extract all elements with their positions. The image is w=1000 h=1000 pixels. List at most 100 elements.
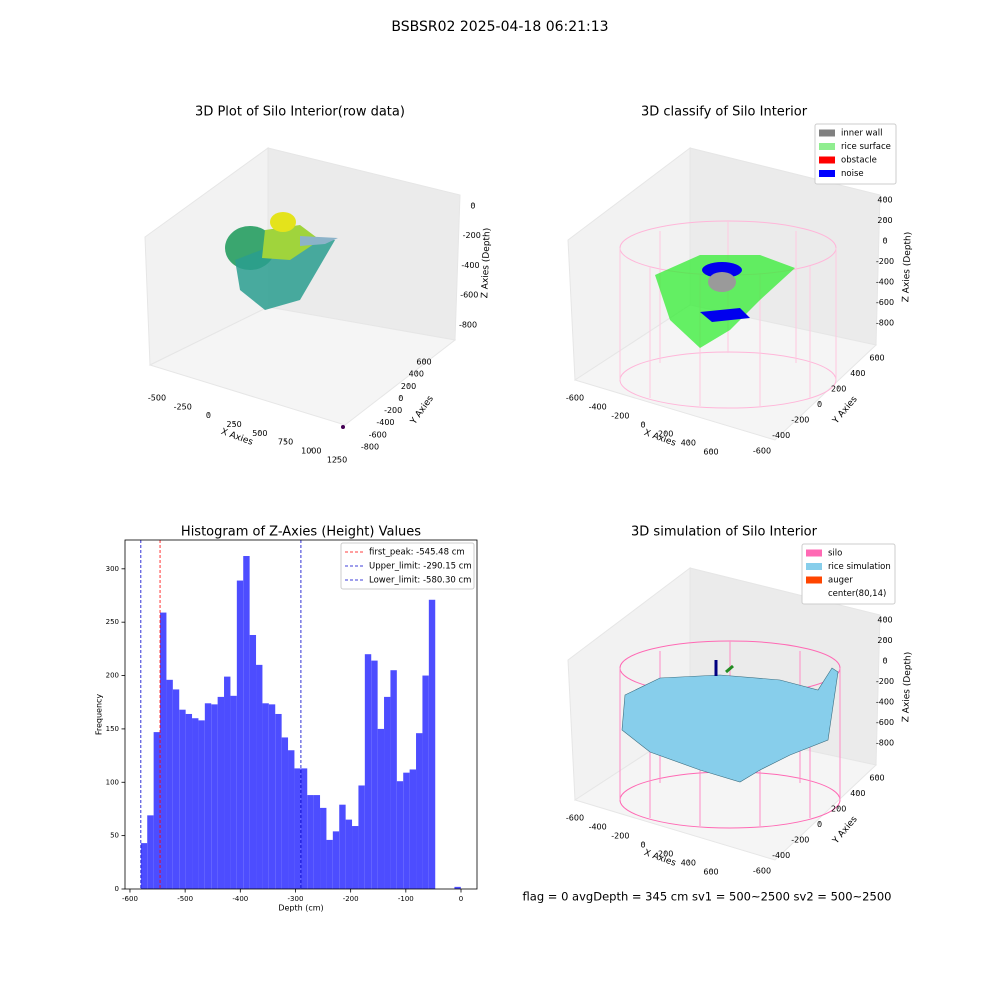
y-tick-label: -200	[384, 406, 402, 415]
bar	[230, 695, 237, 889]
legend-label: inner wall	[841, 129, 882, 139]
bar	[313, 795, 321, 889]
outlier-point	[341, 425, 345, 429]
legend-box	[340, 542, 475, 590]
cloud-region	[262, 225, 320, 260]
bar	[140, 843, 148, 889]
legend-label: rice surface	[841, 142, 891, 152]
y-tick-label: -200	[791, 835, 809, 844]
bar	[243, 556, 250, 889]
cloud-region	[270, 212, 296, 232]
bar	[300, 768, 308, 889]
legend-swatch	[806, 576, 822, 584]
bar	[403, 772, 410, 889]
y-tick-label: 400	[409, 370, 424, 379]
bar	[307, 795, 314, 889]
bar	[345, 819, 353, 889]
z-tick-label: -800	[876, 319, 894, 328]
axes-frame	[124, 539, 478, 890]
cloud-region	[655, 255, 795, 348]
z-tick-label: -200	[876, 257, 894, 266]
bar	[275, 713, 282, 889]
legend-label: Lower_limit: -580.30 cm	[369, 576, 471, 586]
y-tick-label: 400	[850, 369, 865, 378]
x-tick-label: 750	[278, 438, 293, 447]
legend-swatch	[819, 129, 835, 137]
z-tick-label: 400	[877, 196, 892, 205]
y-tick-label: 250	[106, 618, 119, 626]
z-tick-label: -200	[876, 677, 894, 686]
cloud-region	[235, 235, 335, 310]
legend-label: first_peak: -545.48 cm	[369, 548, 465, 558]
legend-label: Upper_limit: -290.15 cm	[369, 562, 472, 572]
x-tick-label: -500	[177, 895, 193, 903]
y-tick-label: 200	[831, 385, 846, 394]
bar	[204, 703, 212, 889]
x-tick-label: -500	[148, 394, 166, 403]
x-tick-label: -250	[174, 402, 192, 411]
z-tick-label: -600	[876, 298, 894, 307]
bar	[454, 886, 461, 889]
z-tick-label: -600	[460, 291, 478, 300]
x-tick-label: 600	[703, 448, 718, 457]
x-tick-label: -600	[566, 394, 584, 403]
legend-box	[814, 123, 897, 185]
bar	[179, 709, 186, 889]
bar	[256, 664, 263, 889]
legend-swatch	[819, 143, 835, 150]
y-tick-label: 0	[398, 394, 403, 403]
z-tick-label: 0	[470, 201, 475, 210]
x-tick-label: 600	[703, 868, 718, 877]
bar	[384, 696, 391, 889]
bar	[192, 718, 199, 889]
bar	[147, 815, 154, 889]
cloud-region	[300, 236, 338, 246]
z-tick-label: -600	[876, 718, 894, 727]
bar	[358, 785, 365, 889]
x-tick-label: -300	[288, 895, 304, 903]
y-tick-label: 100	[106, 778, 119, 786]
bar	[185, 713, 193, 889]
bar	[268, 704, 276, 889]
bar	[294, 768, 301, 889]
y-tick-label: -400	[376, 418, 394, 427]
x-tick-label: 500	[252, 429, 267, 438]
y-tick-label: 300	[106, 565, 119, 573]
x-tick-label: 1000	[301, 446, 321, 455]
bar	[153, 732, 161, 889]
bar	[211, 704, 218, 889]
x-tick-label: 0	[459, 895, 463, 903]
y-tick-label: 0	[817, 820, 822, 829]
z-tick-label: -800	[459, 320, 477, 329]
bar	[339, 804, 346, 889]
cloud-region	[708, 272, 736, 292]
legend-label: obstacle	[841, 156, 877, 166]
bar	[371, 660, 378, 889]
z-tick-label: 0	[882, 657, 887, 666]
x-tick-label: 400	[681, 439, 696, 448]
y-tick-label: 50	[110, 832, 119, 840]
classified-cloud	[619, 220, 837, 409]
bar	[288, 750, 295, 889]
legend-label: center(80,14)	[828, 589, 886, 599]
bar	[281, 737, 289, 889]
y-tick-label: 200	[831, 805, 846, 814]
legend-swatch	[806, 563, 822, 570]
z-axis-label: Z Axies (Depth)	[901, 232, 913, 303]
z-tick-label: 400	[877, 616, 892, 625]
bar	[364, 654, 372, 889]
legend-swatch	[819, 170, 835, 177]
x-tick-label: 400	[681, 859, 696, 868]
y-tick-label: 200	[401, 382, 416, 391]
bar	[320, 807, 327, 889]
chart-title: 3D classify of Silo Interior	[641, 105, 808, 120]
y-tick-label: -400	[772, 431, 790, 440]
legend-swatch	[819, 156, 835, 164]
bar	[390, 670, 397, 889]
z-axis-label: Z Axies (Depth)	[480, 228, 492, 299]
point-cloud	[225, 212, 345, 429]
surface-region	[621, 667, 839, 783]
y-tick-label: -600	[369, 430, 387, 439]
bar	[332, 831, 340, 889]
bar	[428, 599, 436, 889]
